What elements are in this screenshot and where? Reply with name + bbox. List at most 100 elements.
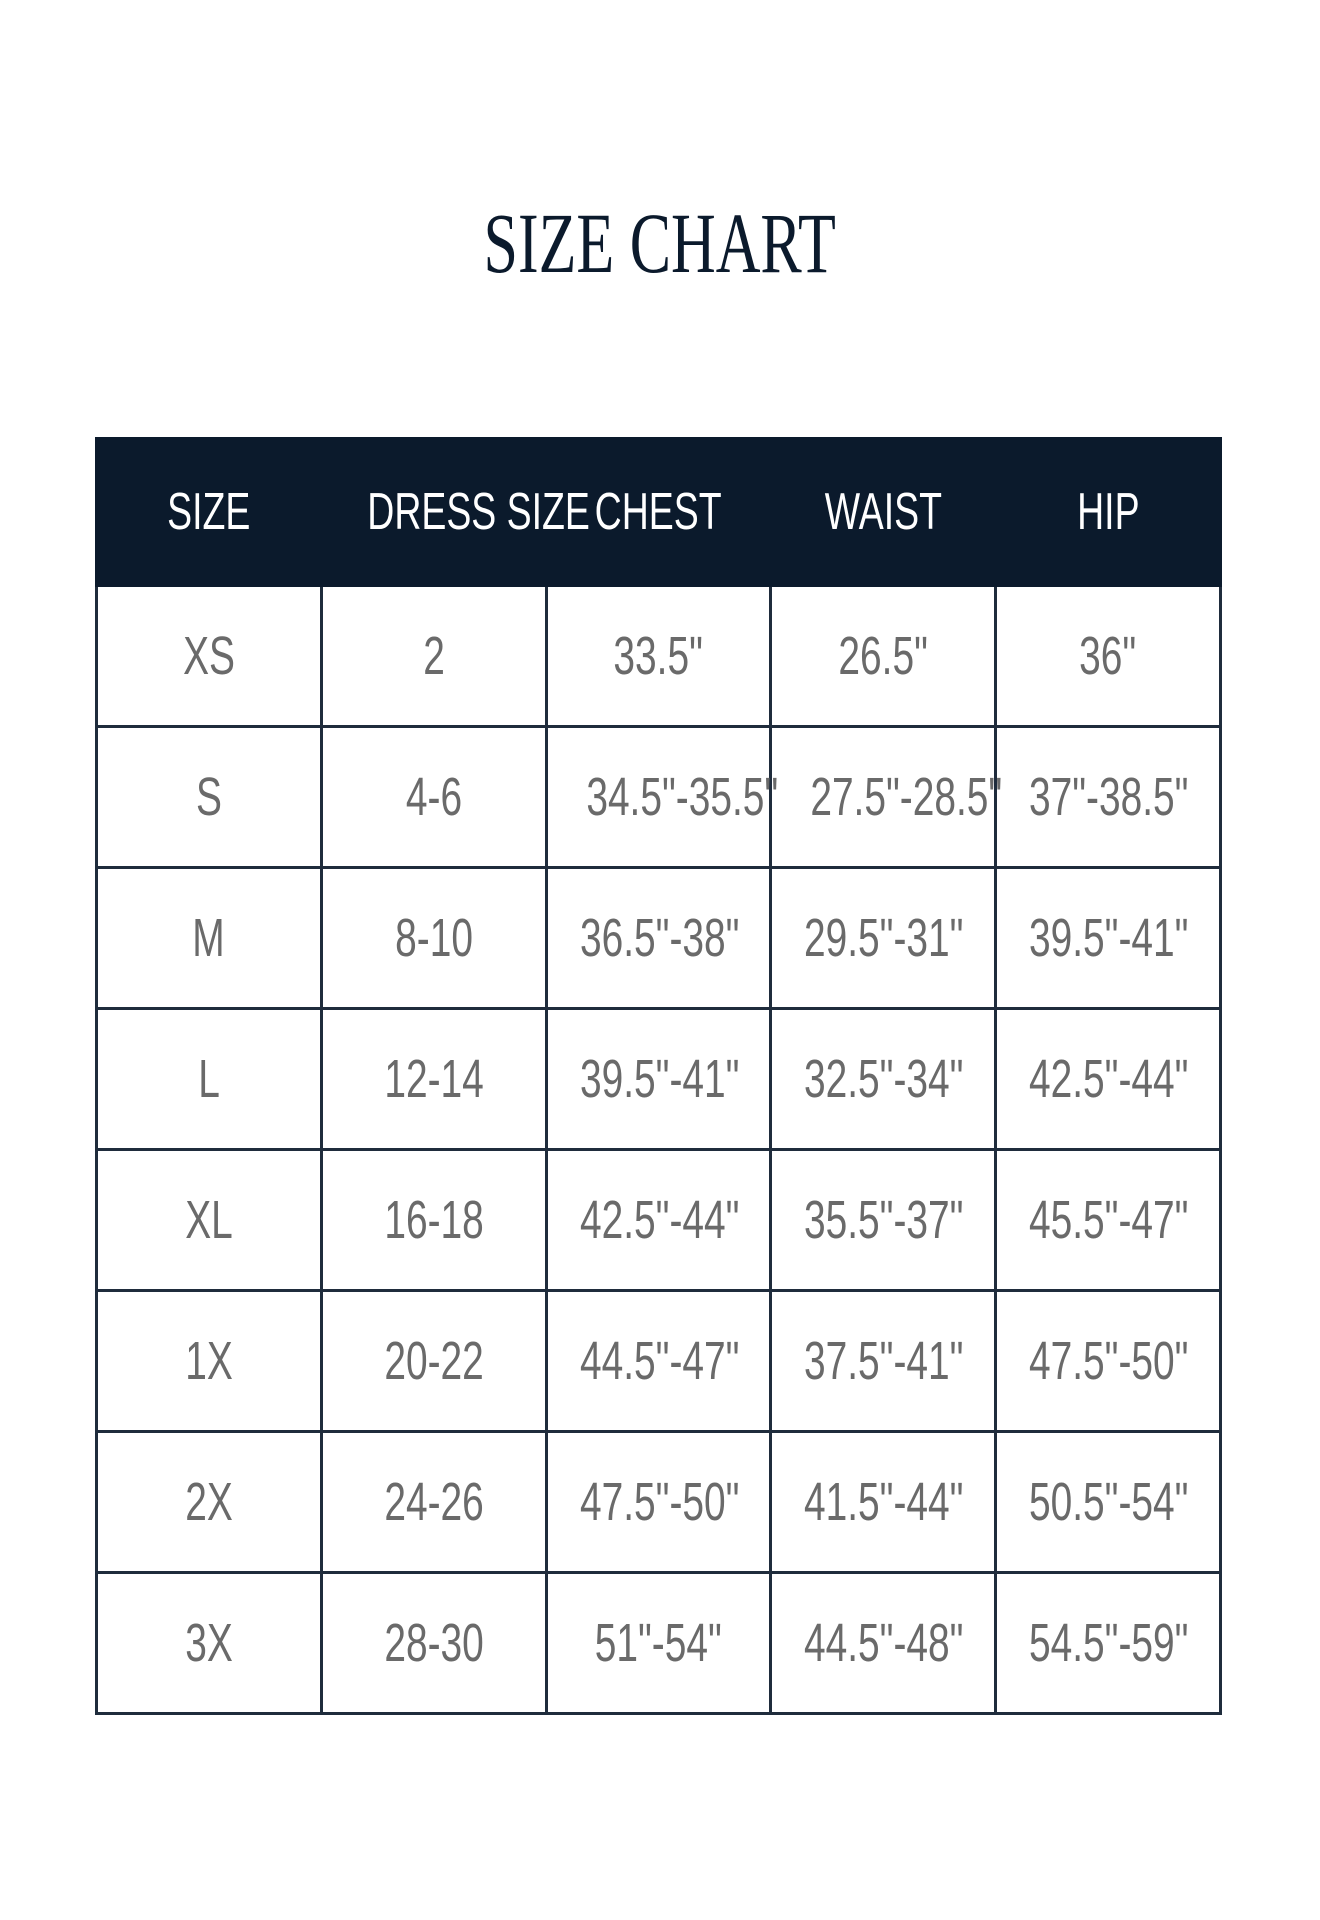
table-cell: 37.5"-41" <box>769 1289 998 1433</box>
table-cell: M <box>95 866 323 1010</box>
cell-text: 4-6 <box>405 767 462 827</box>
table-cell: 45.5"-47" <box>994 1148 1222 1292</box>
cell-text: 54.5"-59" <box>1029 1613 1189 1673</box>
table-row: XS 2 33.5" 26.5" 36" <box>95 584 1222 728</box>
table-cell: 44.5"-47" <box>544 1289 773 1433</box>
table-cell: 34.5"-35.5" <box>544 725 778 869</box>
table-cell: 26.5" <box>769 584 998 728</box>
table-cell: 47.5"-50" <box>544 1430 773 1574</box>
cell-text: 35.5"-37" <box>804 1190 964 1250</box>
table-cell: 8-10 <box>319 866 548 1010</box>
cell-text: 36.5"-38" <box>579 908 740 968</box>
table-row: S 4-6 34.5"-35.5" 27.5"-28.5" 37"-38.5" <box>95 725 1222 869</box>
table-cell: 28-30 <box>319 1571 548 1715</box>
cell-text: 1X <box>185 1331 233 1391</box>
table-cell: 20-22 <box>319 1289 548 1433</box>
table-row: L 12-14 39.5"-41" 32.5"-34" 42.5"-44" <box>95 1007 1222 1151</box>
table-cell: 50.5"-54" <box>994 1430 1222 1574</box>
header-cell: WAIST <box>769 437 998 587</box>
table-cell: 47.5"-50" <box>994 1289 1222 1433</box>
table-cell: 54.5"-59" <box>994 1571 1222 1715</box>
header-cell: CHEST <box>544 437 773 587</box>
cell-text: 44.5"-48" <box>804 1613 964 1673</box>
table-cell: XS <box>95 584 323 728</box>
table-row: XL 16-18 42.5"-44" 35.5"-37" 45.5"-47" <box>95 1148 1222 1292</box>
title: SIZE CHART <box>0 200 1320 286</box>
table-cell: 37"-38.5" <box>994 725 1222 869</box>
table-cell: L <box>95 1007 323 1151</box>
cell-text: 39.5"-41" <box>1029 908 1189 968</box>
header-cell: HIP <box>994 437 1222 587</box>
cell-text: 42.5"-44" <box>1029 1049 1189 1109</box>
cell-text: 47.5"-50" <box>579 1472 740 1532</box>
cell-text: 26.5" <box>838 626 929 686</box>
cell-text: 2X <box>185 1472 233 1532</box>
cell-text: 37.5"-41" <box>804 1331 964 1391</box>
header-text: SIZE <box>167 483 251 541</box>
table-cell: 1X <box>95 1289 323 1433</box>
cell-text: L <box>198 1049 220 1109</box>
table-cell: 16-18 <box>319 1148 548 1292</box>
table-cell: 3X <box>95 1571 323 1715</box>
cell-text: XS <box>182 626 235 686</box>
table-cell: 24-26 <box>319 1430 548 1574</box>
cell-text: 47.5"-50" <box>1029 1331 1189 1391</box>
cell-text: 27.5"-28.5" <box>810 767 1003 827</box>
cell-text: 3X <box>185 1613 233 1673</box>
cell-text: 41.5"-44" <box>804 1472 964 1532</box>
cell-text: 33.5" <box>613 626 704 686</box>
cell-text: 24-26 <box>383 1472 484 1532</box>
cell-text: 34.5"-35.5" <box>585 767 778 827</box>
header-cell: DRESS SIZE <box>319 437 590 587</box>
table-cell: 12-14 <box>319 1007 548 1151</box>
header-text: WAIST <box>824 483 942 541</box>
table-cell: 39.5"-41" <box>994 866 1222 1010</box>
cell-text: 16-18 <box>383 1190 484 1250</box>
cell-text: 29.5"-31" <box>804 908 964 968</box>
cell-text: 36" <box>1079 626 1137 686</box>
cell-text: 32.5"-34" <box>804 1049 964 1109</box>
cell-text: S <box>195 767 222 827</box>
table-cell: 4-6 <box>319 725 548 869</box>
cell-text: 39.5"-41" <box>579 1049 740 1109</box>
table-header: SIZE DRESS SIZE CHEST WAIST HIP <box>95 437 1222 587</box>
table-row: 2X 24-26 47.5"-50" 41.5"-44" 50.5"-54" <box>95 1430 1222 1574</box>
header-text: DRESS SIZE <box>367 483 590 541</box>
cell-text: 8-10 <box>394 908 473 968</box>
table-cell: 41.5"-44" <box>769 1430 998 1574</box>
cell-text: 2 <box>422 626 445 686</box>
table-cell: 39.5"-41" <box>544 1007 773 1151</box>
size-table: SIZE DRESS SIZE CHEST WAIST HIP XS 2 33.5" 26.5… <box>95 437 1222 1715</box>
table-cell: XL <box>95 1148 323 1292</box>
cell-text: 12-14 <box>383 1049 484 1109</box>
table-cell: 35.5"-37" <box>769 1148 998 1292</box>
table-cell: 32.5"-34" <box>769 1007 998 1151</box>
table-row: M 8-10 36.5"-38" 29.5"-31" 39.5"-41" <box>95 866 1222 1010</box>
cell-text: 45.5"-47" <box>1029 1190 1189 1250</box>
header-text: HIP <box>1076 483 1140 541</box>
table-cell: 33.5" <box>544 584 773 728</box>
table-cell: 51"-54" <box>544 1571 773 1715</box>
table-body: XS 2 33.5" 26.5" 36" S 4-6 34.5"-35.5" 27.5"-28.… <box>95 584 1222 1715</box>
cell-text: 50.5"-54" <box>1029 1472 1189 1532</box>
cell-text: 42.5"-44" <box>579 1190 740 1250</box>
table-cell: S <box>95 725 323 869</box>
table-cell: 2X <box>95 1430 323 1574</box>
cell-text: XL <box>185 1190 233 1250</box>
table-cell: 42.5"-44" <box>544 1148 773 1292</box>
header-row: SIZE DRESS SIZE CHEST WAIST HIP <box>95 437 1222 587</box>
table-cell: 27.5"-28.5" <box>769 725 1003 869</box>
cell-text: 37"-38.5" <box>1029 767 1189 827</box>
header-cell: SIZE <box>95 437 323 587</box>
header-text: CHEST <box>595 483 722 541</box>
table-row: 1X 20-22 44.5"-47" 37.5"-41" 47.5"-50" <box>95 1289 1222 1433</box>
title-text: SIZE CHART <box>483 195 837 291</box>
cell-text: 51"-54" <box>594 1613 723 1673</box>
cell-text: M <box>192 908 226 968</box>
table-cell: 29.5"-31" <box>769 866 998 1010</box>
table-cell: 42.5"-44" <box>994 1007 1222 1151</box>
table-cell: 36.5"-38" <box>544 866 773 1010</box>
cell-text: 20-22 <box>383 1331 484 1391</box>
table-cell: 36" <box>994 584 1222 728</box>
